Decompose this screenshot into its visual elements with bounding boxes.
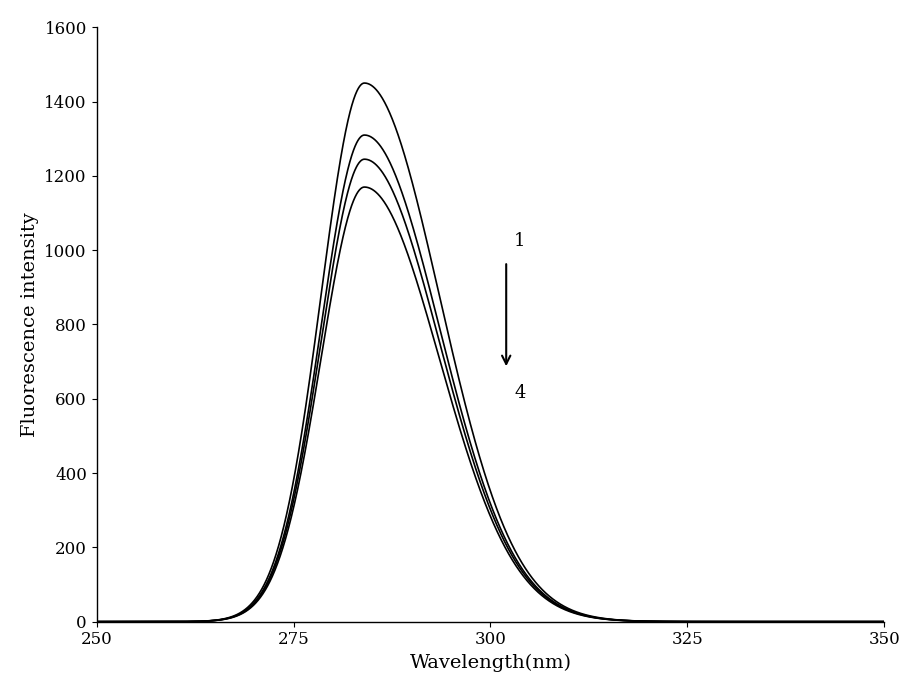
Y-axis label: Fluorescence intensity: Fluorescence intensity: [21, 212, 39, 437]
Text: 4: 4: [514, 384, 526, 402]
Text: 1: 1: [514, 232, 526, 250]
X-axis label: Wavelength(nm): Wavelength(nm): [410, 654, 571, 672]
